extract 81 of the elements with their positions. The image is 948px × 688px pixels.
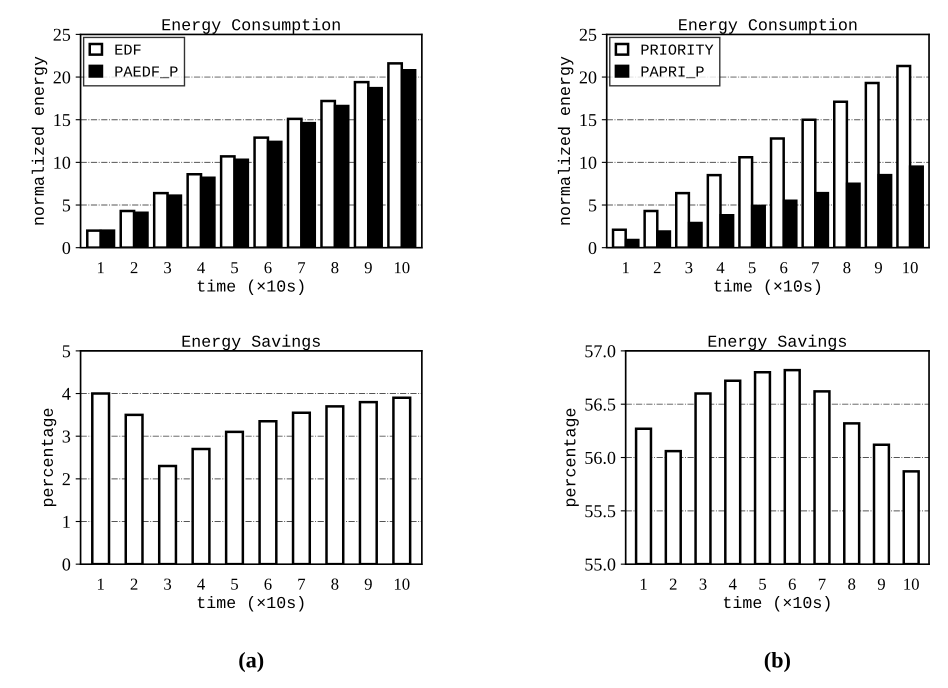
y-tick-label: 55.0 [585, 558, 616, 571]
y-tick-label: 20 [580, 71, 596, 84]
y-tick-label: 0 [588, 242, 596, 254]
x-tick-label: 4 [197, 262, 205, 274]
x-tick-label: 9 [878, 578, 885, 590]
chart-title: Energy Consumption [162, 18, 340, 34]
x-tick-label: 9 [364, 262, 372, 274]
x-tick-label: 1 [98, 262, 104, 274]
y-tick-label: 56.5 [585, 398, 616, 411]
x-tick-label: 7 [298, 578, 306, 590]
y-tick-label: 1 [63, 516, 70, 528]
y-tick-label: 25 [580, 28, 596, 41]
x-tick-label: 4 [716, 262, 724, 274]
x-tick-label: 10 [394, 262, 410, 274]
y-tick-label: 5 [62, 345, 70, 358]
chart-title: Energy Savings [182, 334, 320, 350]
y-tick-label: 10 [54, 156, 70, 169]
x-tick-label: 6 [264, 578, 272, 590]
y-tick-label: 57.0 [585, 345, 616, 358]
y-tick-label: 10 [580, 156, 596, 169]
x-tick-label: 8 [848, 578, 856, 590]
y-tick-label: 2 [62, 473, 70, 486]
y-axis-title: percentage [42, 408, 56, 506]
x-tick-label: 3 [164, 262, 172, 274]
y-axis-title: normalized energy [32, 56, 48, 225]
y-tick-label: 0 [62, 242, 70, 254]
x-tick-label: 1 [98, 578, 104, 590]
y-tick-label: 5 [589, 199, 596, 212]
y-tick-label: 15 [580, 114, 596, 126]
x-tick-label: 7 [818, 578, 826, 590]
x-tick-label: 5 [748, 262, 756, 274]
x-tick-label: 8 [843, 262, 850, 274]
x-tick-label: 3 [164, 578, 172, 590]
x-tick-label: 1 [640, 578, 647, 590]
x-axis-title: time (×10s) [724, 596, 830, 612]
x-tick-label: 2 [130, 578, 138, 590]
x-tick-label: 2 [654, 262, 661, 274]
x-tick-label: 5 [759, 578, 766, 590]
x-tick-label: 4 [728, 578, 737, 590]
y-tick-label: 3 [62, 430, 70, 443]
legend-label: EDF [115, 44, 141, 55]
x-tick-label: 8 [331, 578, 338, 590]
x-tick-label: 2 [670, 578, 677, 590]
y-axis-title: percentage [564, 408, 579, 506]
x-tick-label: 10 [394, 578, 410, 590]
y-tick-label: 15 [54, 114, 70, 126]
x-tick-label: 6 [264, 262, 272, 274]
y-tick-label: 56.0 [585, 452, 616, 464]
y-tick-label: 4 [62, 388, 71, 400]
y-tick-label: 55.5 [585, 505, 616, 518]
x-tick-label: 2 [130, 262, 138, 274]
text: (a) [239, 652, 264, 672]
y-tick-label: 5 [62, 199, 70, 212]
y-axis-title: normalized energy [558, 56, 574, 225]
x-tick-label: 10 [904, 578, 919, 590]
x-axis-title: time (×10s) [714, 279, 820, 295]
x-tick-label: 3 [700, 578, 707, 590]
x-tick-label: 5 [231, 262, 238, 274]
x-tick-label: 6 [780, 262, 788, 274]
chart-title: Energy Savings [708, 334, 846, 350]
x-tick-label: 8 [331, 262, 338, 274]
x-axis-title: time (×10s) [198, 596, 304, 612]
x-tick-label: 4 [197, 578, 205, 590]
x-tick-label: 1 [622, 262, 629, 274]
legend-label: PRIORITY [642, 44, 714, 55]
text: (b) [764, 652, 790, 672]
x-tick-label: 5 [231, 578, 238, 590]
x-tick-label: 7 [812, 262, 819, 274]
x-tick-label: 9 [874, 262, 882, 274]
x-tick-label: 3 [686, 262, 692, 274]
x-axis-title: time (×10s) [198, 279, 304, 295]
legend-label: PAEDF_P [115, 66, 178, 78]
chart-title: Energy Consumption [679, 18, 856, 34]
x-tick-label: 9 [364, 578, 372, 590]
legend-label: PAPRI_P [642, 66, 704, 78]
y-tick-label: 0 [62, 558, 70, 571]
x-tick-label: 10 [903, 262, 918, 274]
y-tick-label: 20 [54, 71, 70, 84]
y-tick-label: 25 [54, 28, 70, 41]
x-tick-label: 7 [298, 262, 306, 274]
x-tick-label: 6 [788, 578, 796, 590]
